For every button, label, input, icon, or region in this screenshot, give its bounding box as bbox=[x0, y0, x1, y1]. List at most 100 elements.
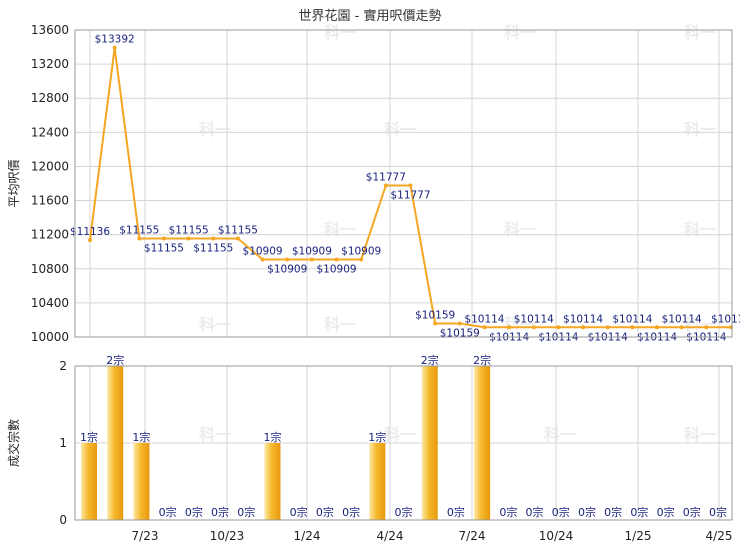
price-point bbox=[408, 183, 413, 188]
price-point-label: $10909 bbox=[292, 245, 332, 257]
price-grid: 10000 10400 10800 11200 11600 12000 12400 12800… bbox=[31, 23, 732, 344]
axes: 7/23 10/23 1/24 4/24 7/24 10/24 1/25 4/25 bbox=[74, 29, 733, 543]
price-point bbox=[383, 183, 388, 188]
watermark-text: 科一 bbox=[684, 315, 716, 334]
count-bar-label: 2宗 bbox=[106, 353, 124, 367]
price-point bbox=[433, 321, 438, 326]
count-bar-label: 0宗 bbox=[604, 505, 622, 519]
x-tick-label: 7/23 bbox=[132, 529, 159, 543]
price-tick-label: 10000 bbox=[31, 330, 69, 344]
watermark-text: 科一 bbox=[684, 23, 716, 42]
x-tick-label: 4/25 bbox=[706, 529, 733, 543]
price-point-label: $11136 bbox=[70, 226, 110, 238]
watermark-text: 科一 bbox=[324, 23, 356, 42]
price-point-label: $10114 bbox=[612, 313, 652, 325]
price-point-label: $10114 bbox=[514, 313, 554, 325]
x-tick-label: 1/25 bbox=[625, 529, 652, 543]
x-tick-label: 4/24 bbox=[377, 529, 404, 543]
price-point bbox=[531, 325, 536, 330]
watermark-text: 科一 bbox=[384, 120, 416, 139]
price-point-label: $10159 bbox=[415, 309, 455, 321]
count-bar-label: 0宗 bbox=[211, 505, 229, 519]
count-bar bbox=[81, 443, 97, 520]
count-bars: 1宗 2宗 1宗 0宗 0宗 0宗 0宗 1宗 0宗 0宗 0宗 1宗 0宗 2宗 0宗 2宗 0宗 0宗 0宗 0宗… bbox=[80, 353, 727, 520]
watermark-text: 科一 bbox=[684, 120, 716, 139]
price-point-label: $10114 bbox=[662, 313, 702, 325]
price-point bbox=[581, 325, 586, 330]
count-bar-label: 1宗 bbox=[368, 430, 386, 444]
count-bar-label: 0宗 bbox=[395, 505, 413, 519]
count-bar-label: 0宗 bbox=[709, 505, 727, 519]
count-plot-frame bbox=[74, 365, 733, 521]
price-tick-label: 10800 bbox=[31, 262, 69, 276]
watermark-text: 科一 bbox=[199, 120, 231, 139]
price-point bbox=[457, 321, 462, 326]
count-bar-label: 0宗 bbox=[526, 505, 544, 519]
count-axis-label: 成交宗數 bbox=[6, 419, 21, 467]
watermark-text: 科一 bbox=[384, 425, 416, 444]
count-bar-label: 0宗 bbox=[237, 505, 255, 519]
count-bar-label: 0宗 bbox=[185, 505, 203, 519]
count-bar-label: 0宗 bbox=[316, 505, 334, 519]
price-axis-label: 平均呎價 bbox=[7, 159, 21, 207]
price-point-label: $11155 bbox=[144, 243, 184, 255]
price-line bbox=[89, 47, 731, 329]
watermark-text: 科一 bbox=[199, 425, 231, 444]
price-point bbox=[88, 238, 92, 243]
x-tick-label: 1/24 bbox=[294, 529, 321, 543]
price-point-label: $11777 bbox=[390, 189, 430, 201]
price-line-layer: $11136 $13392 $11155 $11155 $11155 $11155 $111… bbox=[70, 34, 740, 344]
count-bar-label: 0宗 bbox=[578, 505, 596, 519]
watermark-text: 科一 bbox=[324, 315, 356, 334]
count-bar-label: 0宗 bbox=[342, 505, 360, 519]
price-tick-label: 11600 bbox=[31, 194, 69, 208]
price-point-label: $10909 bbox=[243, 245, 283, 257]
price-point bbox=[211, 236, 216, 241]
count-bar-label: 0宗 bbox=[630, 505, 648, 519]
price-point-label: $10114 bbox=[563, 313, 603, 325]
watermark-text: 科一 bbox=[684, 425, 716, 444]
count-tick-label: 1 bbox=[59, 436, 67, 450]
price-point bbox=[260, 257, 265, 262]
count-tick-label: 2 bbox=[59, 359, 67, 373]
price-point bbox=[186, 236, 191, 241]
price-point-label: $11155 bbox=[169, 225, 209, 237]
price-point bbox=[679, 325, 684, 330]
watermark-text: 科一 bbox=[504, 23, 536, 42]
price-point-label: $11155 bbox=[193, 243, 233, 255]
price-point-label: $10909 bbox=[267, 263, 307, 275]
chart-title: 世界花園 - 實用呎價走勢 bbox=[299, 8, 442, 24]
count-bar bbox=[369, 443, 386, 520]
watermark-text: 科一 bbox=[504, 315, 536, 334]
count-bar bbox=[107, 366, 124, 520]
price-point bbox=[359, 257, 364, 262]
count-bar-label: 0宗 bbox=[290, 505, 308, 519]
count-bar-label: 1宗 bbox=[80, 430, 98, 444]
price-tick-label: 13200 bbox=[31, 57, 69, 71]
price-point bbox=[655, 325, 660, 330]
price-tick-label: 13600 bbox=[31, 23, 69, 37]
price-tick-label: 11200 bbox=[31, 228, 69, 242]
price-point bbox=[235, 236, 240, 241]
count-bar bbox=[264, 443, 281, 520]
count-bar-label: 2宗 bbox=[473, 353, 491, 367]
count-bar bbox=[474, 366, 491, 520]
price-point bbox=[605, 325, 610, 330]
price-point bbox=[309, 257, 314, 262]
count-bar-label: 0宗 bbox=[552, 505, 570, 519]
price-point-label: $10159 bbox=[440, 327, 480, 339]
watermark-text: 科一 bbox=[544, 425, 576, 444]
price-point-label: $11777 bbox=[366, 171, 406, 183]
price-tick-label: 12000 bbox=[31, 159, 69, 173]
price-tick-label: 12400 bbox=[31, 125, 69, 139]
watermark-text: 科一 bbox=[199, 315, 231, 334]
price-tick-label: 10400 bbox=[31, 296, 69, 310]
price-point bbox=[556, 325, 561, 330]
price-point bbox=[704, 325, 709, 330]
count-bar-label: 1宗 bbox=[263, 430, 281, 444]
price-point bbox=[137, 236, 142, 241]
price-point bbox=[161, 236, 166, 241]
count-bar-label: 0宗 bbox=[447, 505, 465, 519]
